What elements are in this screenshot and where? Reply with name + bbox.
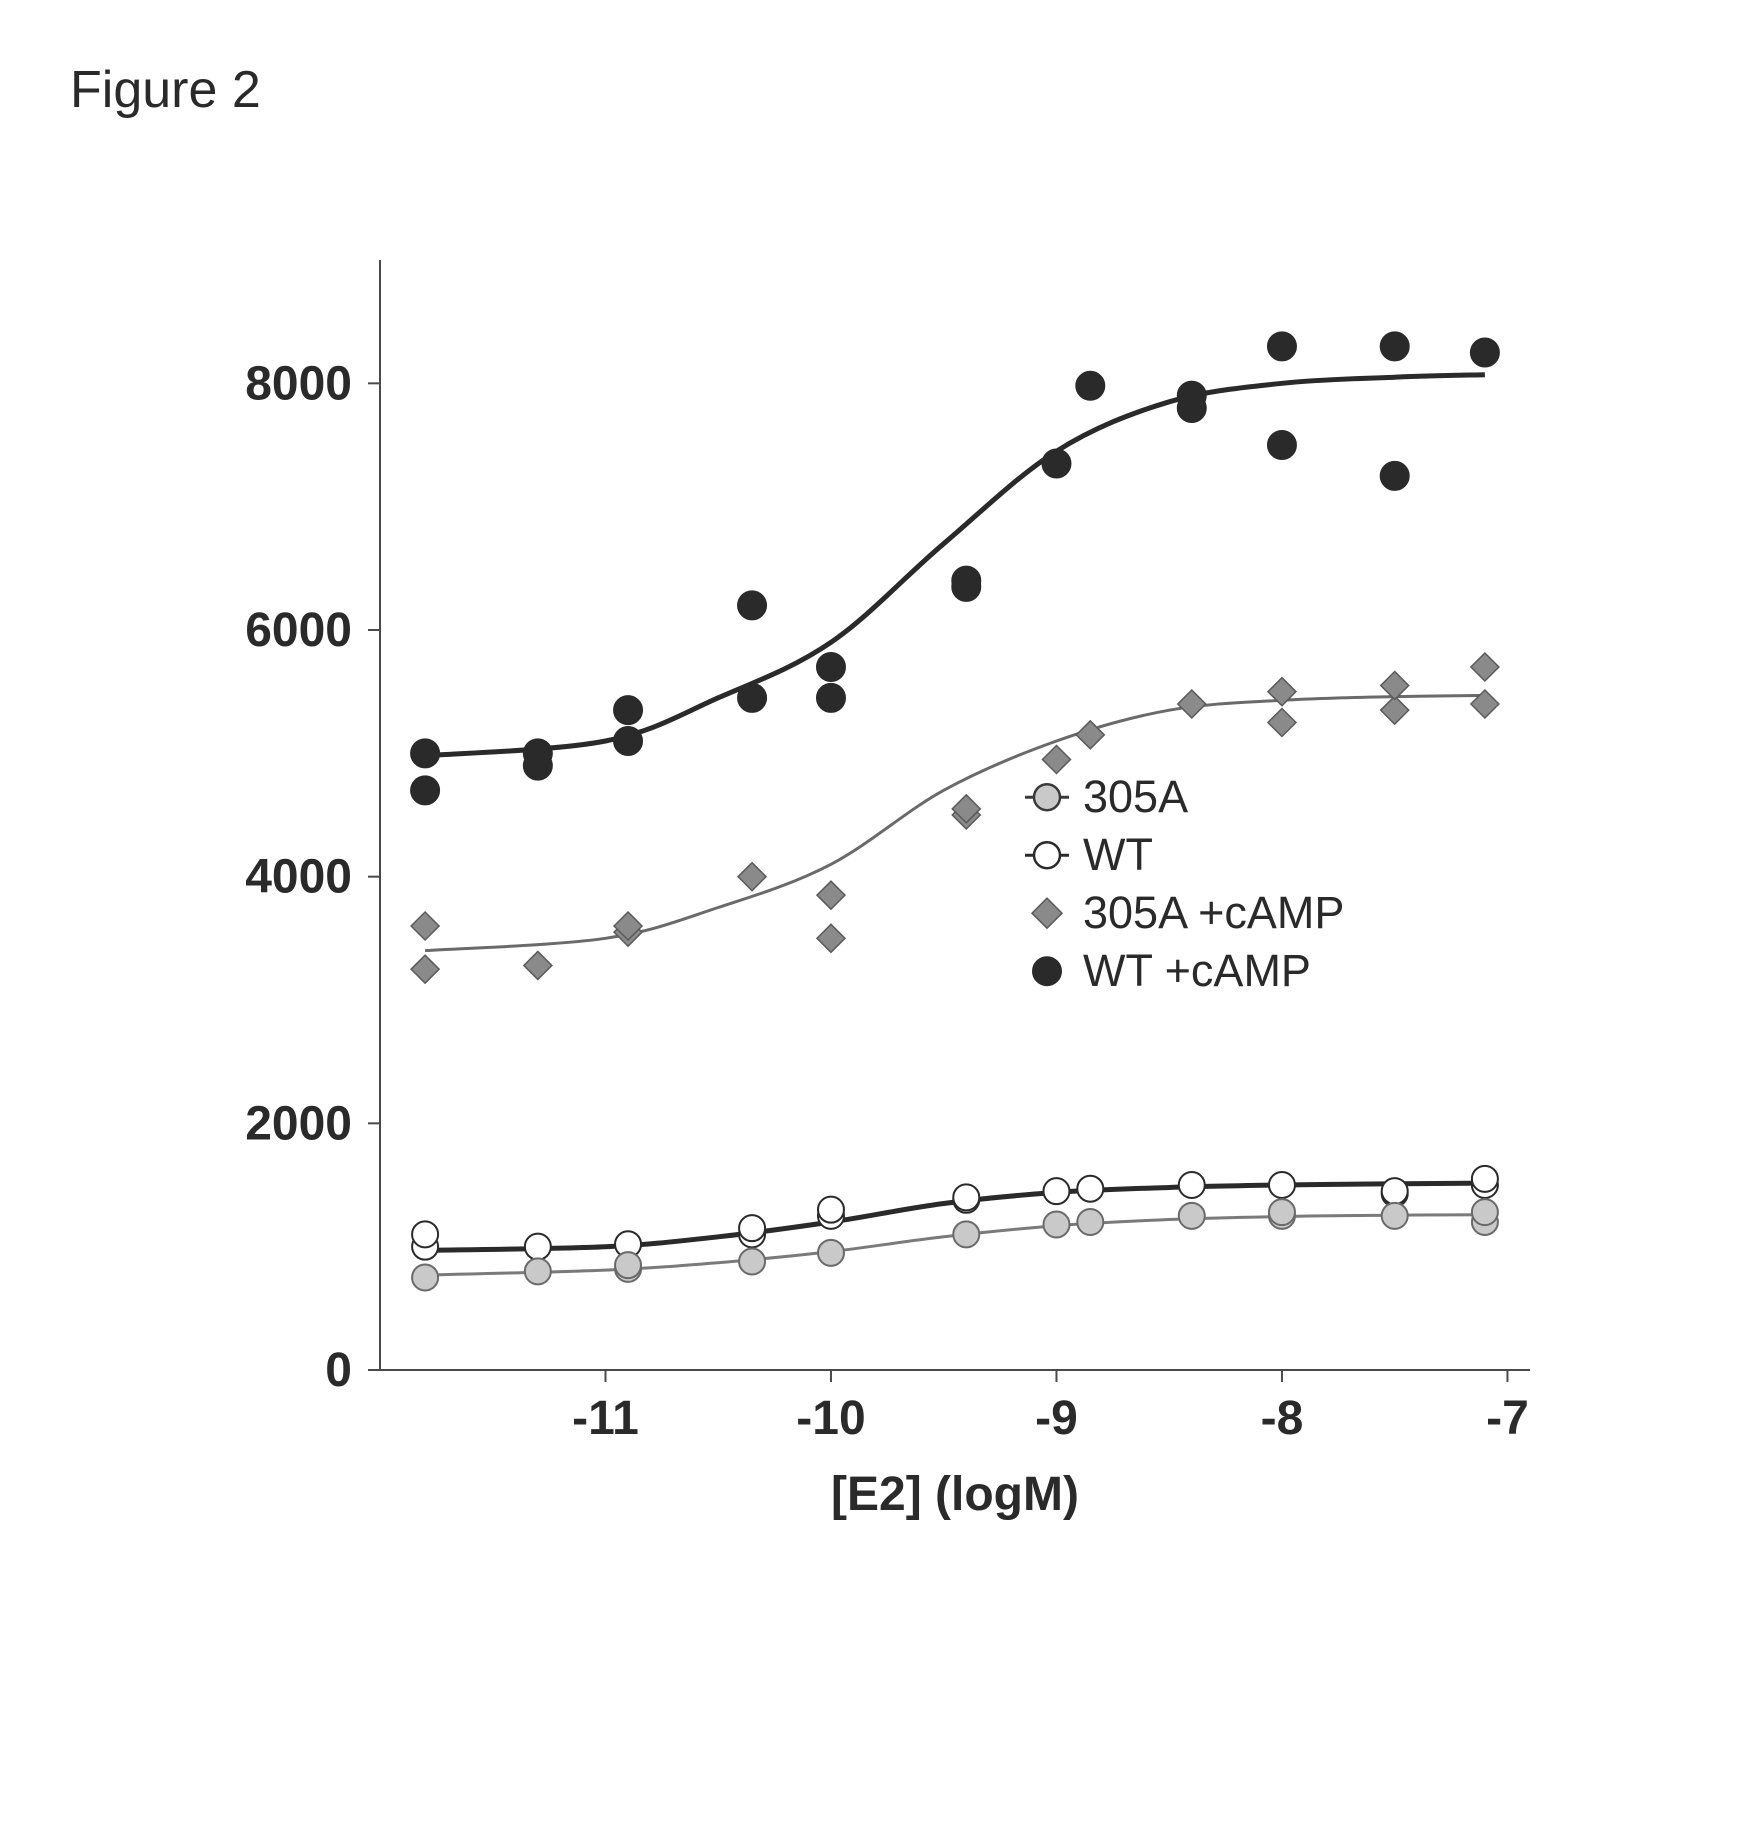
point-WT: [1269, 1172, 1295, 1198]
point-WT_cAMP: [738, 591, 766, 619]
point-305A_cAMP: [817, 924, 845, 952]
point-WT_cAMP: [817, 684, 845, 712]
y-tick-label: 8000: [245, 357, 352, 410]
point-305A_cAMP: [1471, 653, 1499, 681]
point-WT_cAMP: [614, 696, 642, 724]
y-tick-label: 6000: [245, 604, 352, 657]
point-WT: [1077, 1176, 1103, 1202]
point-305A: [615, 1252, 641, 1278]
x-tick-label: -10: [796, 1392, 865, 1445]
point-305A: [412, 1265, 438, 1291]
point-305A: [1269, 1199, 1295, 1225]
x-tick-label: -9: [1035, 1392, 1078, 1445]
point-305A: [818, 1240, 844, 1266]
y-tick-label: 2000: [245, 1097, 352, 1150]
point-WT: [739, 1215, 765, 1241]
point-305A: [1382, 1203, 1408, 1229]
point-WT_cAMP: [1381, 332, 1409, 360]
point-WT_cAMP: [1471, 339, 1499, 367]
chart-container: 0 2000 4000 6000 8000 -11 -10 -9 -8 -7 [E2] (logM)…: [180, 220, 1580, 1620]
point-305A_cAMP: [1076, 721, 1104, 749]
point-WT_cAMP: [411, 739, 439, 767]
y-tick-label: 4000: [245, 851, 352, 904]
point-305A: [525, 1258, 551, 1284]
x-tick-label: -8: [1261, 1392, 1304, 1445]
point-305A_cAMP: [1268, 709, 1296, 737]
point-WT_cAMP: [1042, 450, 1070, 478]
y-tick-label: 0: [325, 1344, 352, 1397]
x-tick-label: -7: [1486, 1392, 1529, 1445]
point-WT_cAMP: [1076, 372, 1104, 400]
legend-marker: [1033, 957, 1061, 985]
point-305A_cAMP: [817, 881, 845, 909]
point-WT: [818, 1197, 844, 1223]
point-WT: [1043, 1178, 1069, 1204]
point-WT: [525, 1234, 551, 1260]
legend-marker: [1034, 784, 1060, 810]
point-WT_cAMP: [738, 684, 766, 712]
point-WT_cAMP: [614, 727, 642, 755]
point-WT_cAMP: [524, 739, 552, 767]
point-305A: [953, 1221, 979, 1247]
point-305A_cAMP: [524, 951, 552, 979]
legend-label: 305A: [1083, 771, 1188, 822]
legend-label: WT +cAMP: [1083, 945, 1311, 996]
point-WT: [1382, 1178, 1408, 1204]
point-WT_cAMP: [1268, 431, 1296, 459]
point-WT: [1472, 1166, 1498, 1192]
point-WT: [953, 1184, 979, 1210]
point-305A: [1472, 1199, 1498, 1225]
legend-marker: [1034, 842, 1060, 868]
legend-label: 305A +cAMP: [1083, 887, 1344, 938]
point-305A_cAMP: [411, 955, 439, 983]
point-305A_cAMP: [1042, 746, 1070, 774]
point-WT_cAMP: [1178, 382, 1206, 410]
figure-title: Figure 2: [70, 60, 1685, 120]
point-305A_cAMP: [411, 912, 439, 940]
point-305A_cAMP: [738, 863, 766, 891]
legend-marker: [1032, 898, 1062, 928]
point-WT_cAMP: [952, 567, 980, 595]
point-WT_cAMP: [817, 653, 845, 681]
chart-svg: 0 2000 4000 6000 8000 -11 -10 -9 -8 -7 [E2] (logM)…: [180, 220, 1580, 1620]
point-305A_cAMP: [1178, 690, 1206, 718]
x-axis-label: [E2] (logM): [831, 1468, 1079, 1521]
point-305A: [739, 1248, 765, 1274]
point-WT_cAMP: [411, 776, 439, 804]
fit-line-305A: [425, 1215, 1485, 1275]
legend-label: WT: [1083, 829, 1153, 880]
point-WT: [1179, 1172, 1205, 1198]
point-305A: [1077, 1209, 1103, 1235]
point-305A: [1179, 1203, 1205, 1229]
x-tick-label: -11: [572, 1392, 639, 1445]
point-305A: [1043, 1211, 1069, 1237]
point-WT_cAMP: [1268, 332, 1296, 360]
point-WT_cAMP: [1381, 462, 1409, 490]
point-WT: [412, 1221, 438, 1247]
